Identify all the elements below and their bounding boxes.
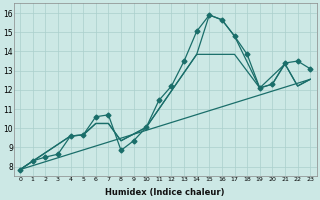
- X-axis label: Humidex (Indice chaleur): Humidex (Indice chaleur): [105, 188, 225, 197]
